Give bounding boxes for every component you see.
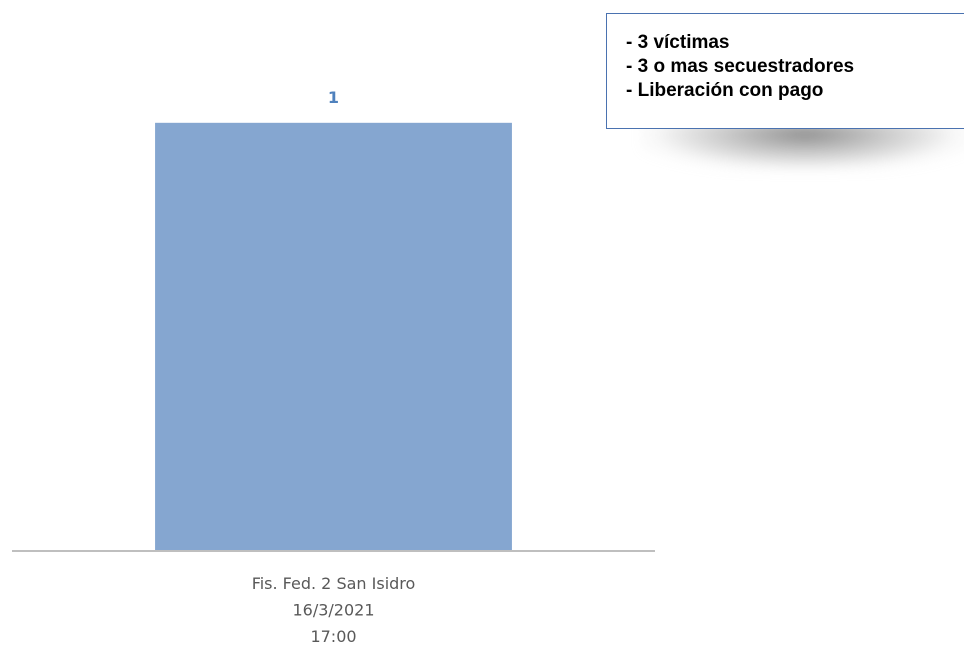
category-label-0: Fis. Fed. 2 San Isidro 16/3/2021 17:00 (252, 574, 416, 646)
annotation-line-release: - Liberación con pago (626, 80, 824, 101)
annotation-line-victims: - 3 víctimas (626, 32, 730, 53)
note-shadow (640, 122, 964, 172)
category-label-line-2: 17:00 (310, 627, 356, 646)
bar-0 (155, 122, 512, 552)
data-label-0: 1 (328, 88, 339, 107)
annotation-box: - 3 víctimas - 3 o mas secuestradores - … (606, 13, 964, 129)
data-labels-group: 1 (328, 88, 339, 107)
bars-group (155, 122, 512, 552)
category-label-line-0: Fis. Fed. 2 San Isidro (252, 574, 416, 593)
category-labels-group: Fis. Fed. 2 San Isidro 16/3/2021 17:00 (252, 574, 416, 646)
category-label-line-1: 16/3/2021 (292, 601, 374, 620)
annotation-line-kidnappers: - 3 o mas secuestradores (626, 56, 855, 77)
